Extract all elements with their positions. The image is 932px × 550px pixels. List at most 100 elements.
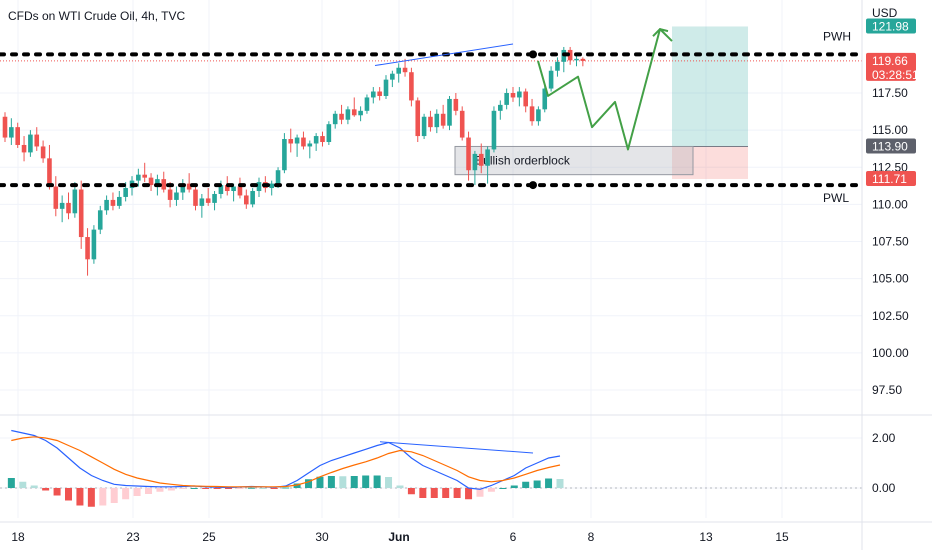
macd-histogram-bar [282,487,290,489]
price-tag[interactable] [866,170,916,186]
macd-histogram-bar [247,487,255,489]
macd-histogram-bar [385,477,393,488]
candle-body [555,61,560,71]
macd-histogram-bar [510,485,518,488]
time-tick-label: 25 [202,530,216,544]
candle-body [34,134,40,147]
candle-body [2,116,8,138]
candle-body [351,109,357,116]
macd-histogram-bar [293,483,301,488]
candle-body [193,189,198,206]
candle-body [21,144,27,153]
macd-histogram-bar [76,488,84,506]
price-tick-label: 102.50 [872,309,909,323]
price-tag[interactable] [866,18,916,34]
candle-body [231,186,236,192]
candle-body [244,195,249,205]
chart-title: CFDs on WTI Crude Oil, 4h, TVC [8,9,185,23]
candle-body [510,93,516,98]
bullish-orderblock[interactable] [454,145,694,176]
time-tick-label: 8 [588,530,595,544]
price-tag[interactable] [866,52,916,81]
candle-body [224,185,230,192]
projection-arrowhead [652,28,669,37]
macd-divergence-line[interactable] [379,441,534,454]
candle-body [199,198,205,206]
candle-body [91,229,97,260]
price-tick-label: 107.50 [872,235,909,249]
price-tick-label: 100.00 [872,346,909,360]
macd-histogram-bar [476,488,484,497]
candle-body [415,100,421,137]
bar-countdown: 03:28:51 [872,68,919,82]
macd-pane[interactable] [0,429,862,507]
level-anchor-dot[interactable] [529,50,537,59]
price-tick-label: 97.50 [872,383,902,397]
price-tick-label: 112.50 [872,160,908,174]
candle-body [47,158,52,187]
macd-histogram-bar [270,488,278,489]
candle-body [434,113,440,128]
signal-line[interactable] [11,436,561,488]
candle-body [275,170,281,184]
macd-histogram-bar [156,488,164,492]
macd-histogram-bar [65,488,72,501]
candle-body [148,177,154,186]
candle-body [40,146,46,159]
candle-body [28,134,33,153]
macd-histogram-bar [225,488,233,489]
macd-histogram-bar [407,488,415,495]
candle-body [117,196,122,206]
candle-body [110,199,116,206]
price-tick-label: 105.00 [872,272,909,286]
candle-body [186,183,192,190]
candle-body [85,237,90,260]
macd-histogram-bar [373,475,381,488]
candle-body [390,73,395,80]
macd-histogram-bar [42,488,50,491]
candle-body [326,124,332,143]
price-tag[interactable] [866,138,916,154]
level-anchor-dot[interactable] [529,181,537,190]
macd-tick-label: 2.00 [872,431,896,445]
take-profit-zone[interactable] [672,26,748,147]
macd-histogram-bar [339,476,347,488]
candle-body [104,199,109,211]
candle-body [97,210,103,230]
macd-histogram-bar [396,485,404,488]
macd-histogram-bar [7,478,15,488]
macd-histogram-bar [522,481,530,488]
candle-body [250,191,255,205]
macd-histogram-bar [110,488,118,503]
candle-body [332,113,338,125]
macd-histogram-bar [145,488,153,494]
candle-body [491,110,497,150]
time-tick-label: Jun [388,530,409,544]
candle-body [66,202,71,214]
price-tick-label: 117.50 [872,86,908,100]
macd-histogram-bar [202,488,210,489]
candle-body [567,49,573,61]
time-tick-label: 6 [510,530,517,544]
candle-body [282,139,287,171]
drawing-overlays[interactable]: PWH PWL [0,28,864,205]
candle-body [504,93,509,105]
candle-body [364,97,370,111]
candle-body [269,183,274,189]
candle-body [459,110,465,138]
chart-grid [0,0,862,518]
macd-histogram-bar [53,488,61,496]
macd-histogram-bar [122,488,130,500]
projection-path[interactable] [537,28,673,151]
macd-line[interactable] [11,429,561,490]
candle-body [174,192,179,200]
macd-tick-label: 0.00 [872,481,896,495]
candle-body [136,174,141,181]
candle-body [377,91,382,96]
macd-histogram-bar [167,488,175,491]
price-divergence-line[interactable] [374,43,514,67]
macd-histogram-bar [259,488,267,489]
stop-loss-zone[interactable] [672,146,748,179]
